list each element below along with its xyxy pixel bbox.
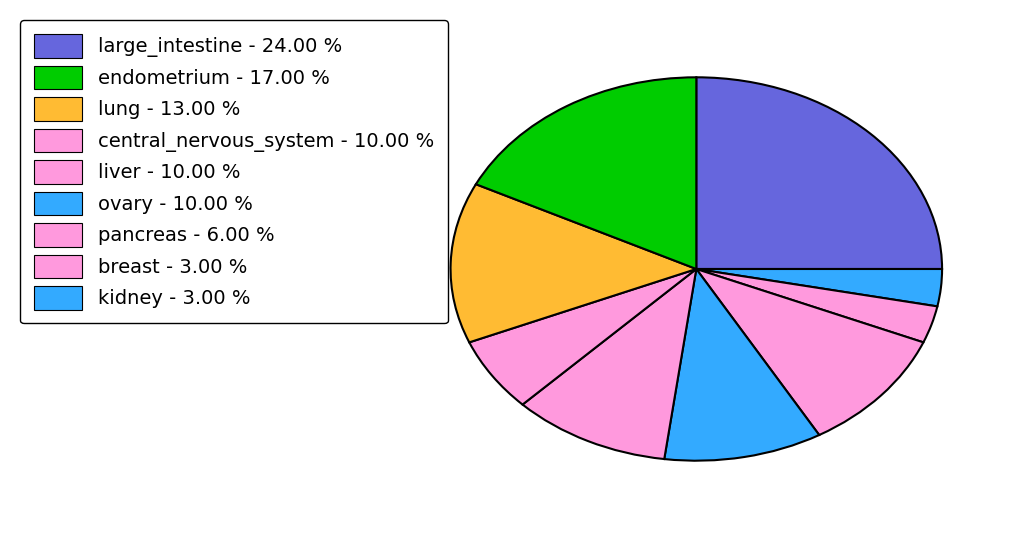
Wedge shape bbox=[665, 269, 819, 461]
Wedge shape bbox=[696, 269, 924, 435]
Wedge shape bbox=[696, 77, 942, 269]
Wedge shape bbox=[696, 269, 937, 342]
Wedge shape bbox=[451, 184, 696, 342]
Wedge shape bbox=[469, 269, 696, 405]
Wedge shape bbox=[476, 77, 696, 269]
Wedge shape bbox=[696, 269, 942, 307]
Legend: large_intestine - 24.00 %, endometrium - 17.00 %, lung - 13.00 %, central_nervou: large_intestine - 24.00 %, endometrium -… bbox=[19, 20, 447, 323]
Wedge shape bbox=[522, 269, 696, 459]
